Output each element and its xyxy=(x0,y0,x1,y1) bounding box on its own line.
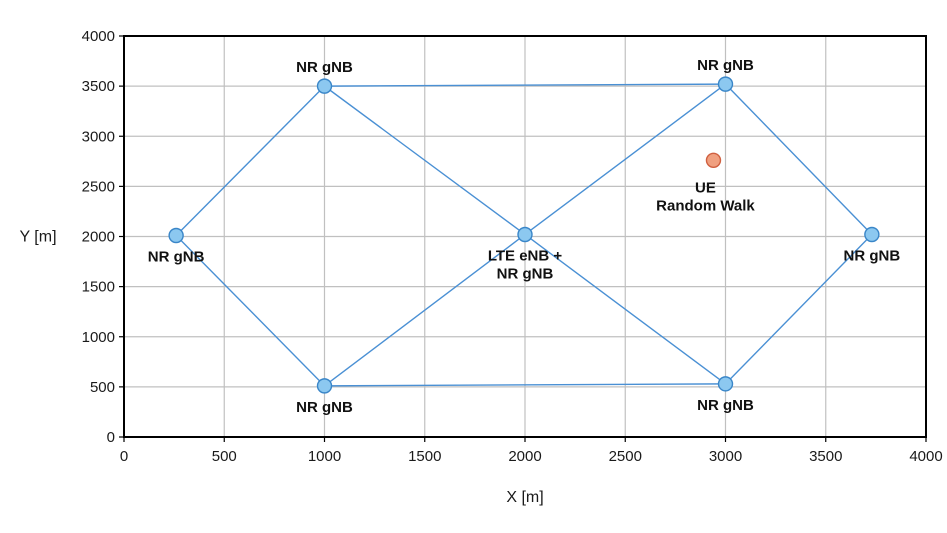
node-label: NR gNB xyxy=(296,399,353,416)
y-tick-label: 500 xyxy=(90,379,115,396)
x-tick-label: 0 xyxy=(120,448,128,465)
y-tick-label: 3500 xyxy=(82,78,115,95)
x-tick-label: 4000 xyxy=(909,448,942,465)
x-tick-label: 2500 xyxy=(609,448,642,465)
x-tick-labels: 0 500 1000 1500 2000 2500 3000 3500 4000 xyxy=(120,437,943,465)
x-tick-label: 3000 xyxy=(709,448,742,465)
ue-label: Random Walk xyxy=(656,197,755,214)
link-line xyxy=(175,235,325,387)
y-tick-label: 3000 xyxy=(82,128,115,145)
link-line xyxy=(324,233,526,387)
links xyxy=(175,83,873,387)
node-label: NR gNB xyxy=(296,59,353,76)
node-label: NR gNB xyxy=(148,248,205,265)
y-tick-label: 2000 xyxy=(82,229,115,246)
link-line xyxy=(175,85,325,236)
x-tick-label: 1500 xyxy=(408,448,441,465)
node-label: NR gNB xyxy=(844,247,901,264)
node-label: NR gNB xyxy=(697,397,754,414)
gnb-node-marker xyxy=(316,378,333,394)
link-line xyxy=(725,234,873,385)
x-tick-label: 2000 xyxy=(508,448,541,465)
gnb-node-marker xyxy=(517,226,533,243)
x-axis-label: X [m] xyxy=(506,489,543,506)
gnb-node-marker xyxy=(168,227,184,244)
link-line xyxy=(524,233,726,385)
gnb-node-marker xyxy=(717,76,734,92)
ue-label: UE xyxy=(695,179,716,196)
node-label: NR gNB xyxy=(497,265,554,282)
gnb-node-marker xyxy=(864,226,880,243)
y-tick-label: 0 xyxy=(107,429,115,446)
x-tick-label: 3500 xyxy=(809,448,842,465)
link-line xyxy=(524,83,726,236)
link-line xyxy=(324,383,726,387)
ue-marker xyxy=(705,152,722,169)
node-label: LTE eNB + xyxy=(488,247,563,264)
link-line xyxy=(724,83,873,235)
y-tick-label: 4000 xyxy=(82,28,115,45)
y-tick-label: 1000 xyxy=(82,329,115,346)
y-tick-label: 1500 xyxy=(82,279,115,296)
gnb-node-marker xyxy=(316,78,333,94)
gnb-node-marker xyxy=(717,376,734,392)
x-tick-label: 1000 xyxy=(308,448,341,465)
x-tick-label: 500 xyxy=(212,448,237,465)
node-label: NR gNB xyxy=(697,57,754,74)
link-line xyxy=(324,85,526,236)
link-line xyxy=(324,83,726,87)
y-axis-label: Y [m] xyxy=(19,229,56,246)
y-tick-label: 2500 xyxy=(82,178,115,195)
nodes xyxy=(168,76,880,394)
y-tick-labels: 0 500 1000 1500 2000 2500 3000 3500 4000 xyxy=(82,28,124,446)
